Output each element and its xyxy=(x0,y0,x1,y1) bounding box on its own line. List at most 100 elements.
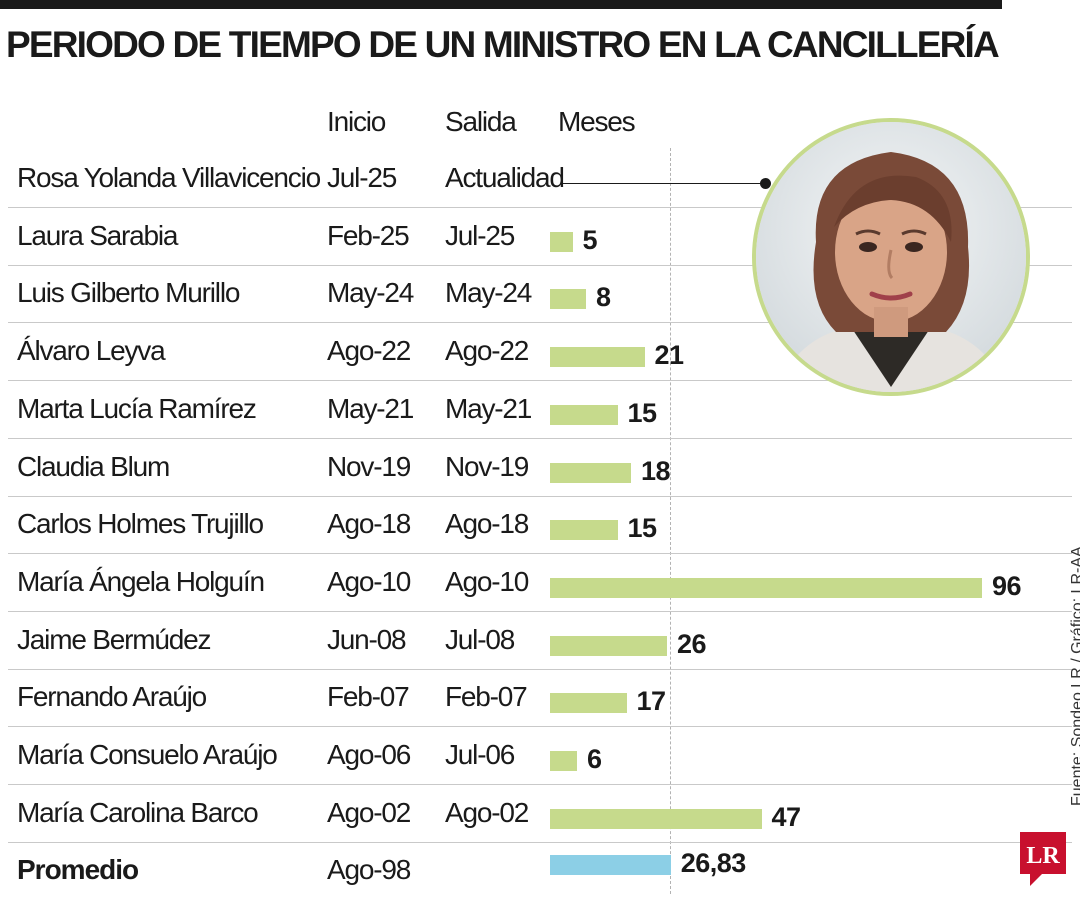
value-label: 17 xyxy=(636,686,667,717)
end-date: May-21 xyxy=(445,392,532,424)
start-date: Ago-10 xyxy=(327,565,411,597)
portrait-illustration xyxy=(756,122,1026,392)
portrait-photo xyxy=(752,118,1030,396)
start-date: Jul-25 xyxy=(327,162,397,193)
minister-name: Jaime Bermúdez xyxy=(17,623,211,655)
photo-leader-line xyxy=(562,183,764,184)
row-divider xyxy=(8,610,1072,612)
start-date: Ago-22 xyxy=(327,335,411,367)
bar xyxy=(550,289,586,310)
row-divider xyxy=(8,322,1072,324)
table-row: Claudia Blum Nov-19 Nov-19 xyxy=(8,439,1072,497)
end-date: Jul-06 xyxy=(445,739,515,770)
lr-logo-icon: LR xyxy=(1020,832,1066,886)
minister-name: Marta Lucía Ramírez xyxy=(17,392,257,424)
start-date: Nov-19 xyxy=(327,450,411,482)
row-divider xyxy=(8,495,1072,497)
end-date: Nov-19 xyxy=(445,450,529,482)
minister-name: Carlos Holmes Trujillo xyxy=(17,508,264,540)
value-label: 15 xyxy=(627,397,658,428)
column-header-inicio: Inicio xyxy=(327,106,386,137)
bar xyxy=(550,635,667,656)
table-row: Álvaro Leyva Ago-22 Ago-22 xyxy=(8,323,1072,382)
minister-name: María Consuelo Araújo xyxy=(17,739,278,770)
value-label: 8 xyxy=(596,282,611,313)
value-label: 47 xyxy=(771,801,802,832)
start-date: Ago-98 xyxy=(327,854,411,886)
row-divider xyxy=(8,264,1072,266)
start-date: Ago-02 xyxy=(327,796,411,828)
table-row: Luis Gilberto Murillo May-24 May-24 xyxy=(8,265,1072,324)
minister-name: María Ángela Holguín xyxy=(17,565,265,597)
end-date: Ago-22 xyxy=(445,335,529,367)
top-rule xyxy=(0,0,1002,9)
table-row: Carlos Holmes Trujillo Ago-18 Ago-18 xyxy=(8,496,1072,555)
minister-name: Fernando Araújo xyxy=(17,681,207,713)
value-label: 21 xyxy=(654,340,685,371)
bar xyxy=(550,347,645,368)
logo-text: LR xyxy=(1026,843,1060,869)
row-divider xyxy=(8,437,1072,439)
minister-name: Álvaro Leyva xyxy=(17,335,166,367)
minister-name: Promedio xyxy=(17,854,139,886)
minister-name: Claudia Blum xyxy=(17,450,170,482)
column-header-salida: Salida xyxy=(445,106,517,137)
row-divider xyxy=(8,668,1072,670)
end-date: Feb-07 xyxy=(445,681,528,713)
bar xyxy=(550,693,627,714)
end-date: Ago-10 xyxy=(445,565,529,597)
end-date: Ago-18 xyxy=(445,508,529,540)
value-label: 18 xyxy=(641,455,671,486)
start-date: Ago-18 xyxy=(327,508,411,540)
value-label: 5 xyxy=(582,224,598,255)
minister-name: Rosa Yolanda Villavicencio xyxy=(17,162,321,193)
minister-name: Laura Sarabia xyxy=(17,219,179,251)
average-row: Promedio Ago-98 xyxy=(8,842,1072,900)
table-row: Rosa Yolanda Villavicencio Jul-25 Actualid… xyxy=(8,150,1072,208)
row-divider xyxy=(8,841,1072,843)
bar xyxy=(550,462,631,483)
end-date: Ago-02 xyxy=(445,796,529,828)
start-date: Ago-06 xyxy=(327,739,411,770)
photo-leader-dot xyxy=(760,178,771,189)
value-label: 15 xyxy=(627,513,658,544)
start-date: May-24 xyxy=(327,277,414,309)
row-divider xyxy=(8,380,1072,382)
start-date: Feb-07 xyxy=(327,681,410,713)
start-date: Jun-08 xyxy=(327,623,407,655)
row-divider xyxy=(8,726,1072,728)
table-row: Marta Lucía Ramírez May-21 May-21 xyxy=(8,381,1072,439)
table-row: María Consuelo Araújo Ago-06 Jul-06 xyxy=(8,727,1072,785)
end-date: Jul-08 xyxy=(445,623,515,655)
minister-name: María Carolina Barco xyxy=(17,796,259,828)
value-label: 26,83 xyxy=(680,848,747,879)
table-row: Fernando Araújo Feb-07 Feb-07 xyxy=(8,669,1072,728)
table-row: María Ángela Holguín Ago-10 Ago-10 xyxy=(8,554,1072,612)
row-divider xyxy=(8,784,1072,785)
bar xyxy=(550,231,573,252)
table-row: Jaime Bermúdez Jun-08 Jul-08 xyxy=(8,612,1072,670)
column-header-meses: Meses xyxy=(558,106,636,137)
minister-name: Luis Gilberto Murillo xyxy=(17,277,240,309)
row-divider xyxy=(8,207,1072,208)
bar xyxy=(550,808,762,829)
average-bar xyxy=(550,855,671,876)
start-date: Feb-25 xyxy=(327,219,410,251)
value-label: 26 xyxy=(677,628,707,659)
end-date: Actualidad xyxy=(445,162,565,193)
average-reference-line xyxy=(670,148,671,894)
end-date: Jul-25 xyxy=(445,219,515,251)
value-label: 96 xyxy=(992,570,1022,601)
bar xyxy=(550,751,577,771)
table-row: María Carolina Barco Ago-02 Ago-02 xyxy=(8,785,1072,843)
end-date: May-24 xyxy=(445,277,532,309)
bar xyxy=(550,577,982,598)
value-label: 6 xyxy=(587,744,602,774)
bar xyxy=(550,520,618,541)
source-note: Fuente: Sondeo LR / Gráfico: LR-AA xyxy=(1069,546,1080,806)
table-row: Laura Sarabia Feb-25 Jul-25 xyxy=(8,208,1072,266)
row-divider xyxy=(8,553,1072,555)
chart-title: PERIODO DE TIEMPO DE UN MINISTRO EN LA C… xyxy=(6,24,1000,65)
start-date: May-21 xyxy=(327,392,414,424)
